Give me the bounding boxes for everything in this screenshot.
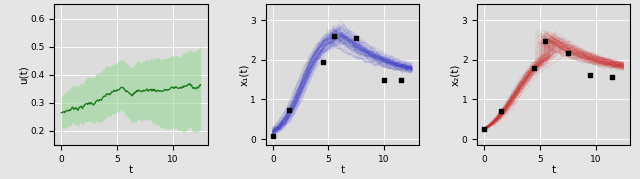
Point bbox=[540, 40, 550, 43]
Point bbox=[607, 75, 618, 78]
Point bbox=[329, 35, 339, 38]
X-axis label: t: t bbox=[340, 165, 344, 175]
Point bbox=[396, 79, 406, 82]
Point bbox=[351, 37, 362, 40]
Point bbox=[284, 109, 294, 112]
X-axis label: t: t bbox=[129, 165, 133, 175]
Point bbox=[318, 61, 328, 63]
Y-axis label: u(t): u(t) bbox=[19, 65, 29, 84]
Y-axis label: x₂(t): x₂(t) bbox=[451, 64, 460, 86]
Point bbox=[585, 74, 595, 76]
Point bbox=[496, 110, 506, 113]
Y-axis label: x₁(t): x₁(t) bbox=[239, 64, 249, 86]
Point bbox=[563, 51, 573, 54]
Point bbox=[529, 66, 540, 69]
Point bbox=[379, 78, 389, 81]
Point bbox=[268, 135, 278, 138]
X-axis label: t: t bbox=[552, 165, 556, 175]
Point bbox=[479, 128, 490, 131]
